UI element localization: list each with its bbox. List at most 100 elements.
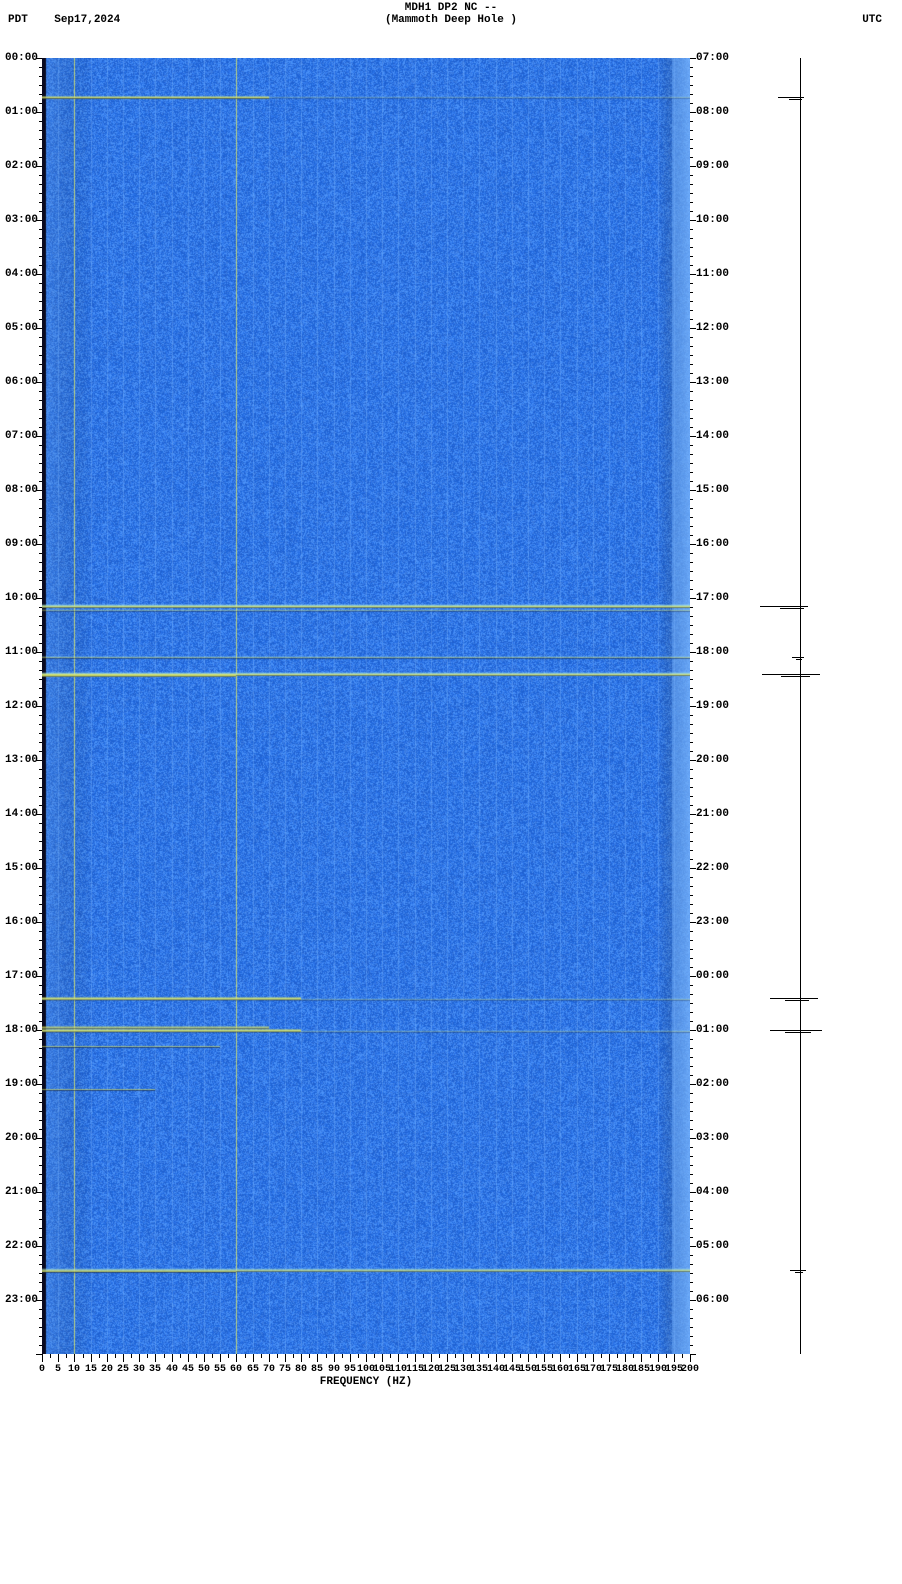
y-minor-right bbox=[690, 67, 693, 68]
y-minor-right bbox=[690, 895, 693, 896]
y-minor-left bbox=[39, 553, 42, 554]
y-minor-left bbox=[39, 1012, 42, 1013]
y-minor-right bbox=[690, 85, 693, 86]
y-minor-right bbox=[690, 346, 693, 347]
x-tick-label: 0 bbox=[39, 1364, 45, 1375]
y-minor-right bbox=[690, 1057, 693, 1058]
y-minor-right bbox=[690, 1012, 693, 1013]
y-label-left: 12:00 bbox=[5, 700, 38, 712]
y-minor-left bbox=[39, 427, 42, 428]
x-minor-tick bbox=[309, 1354, 310, 1358]
y-minor-left bbox=[39, 1048, 42, 1049]
x-tick bbox=[301, 1354, 302, 1362]
y-minor-left bbox=[39, 508, 42, 509]
y-minor-right bbox=[690, 373, 693, 374]
y-minor-left bbox=[39, 796, 42, 797]
y-minor-left bbox=[39, 805, 42, 806]
x-tick-label: 10 bbox=[68, 1364, 80, 1375]
y-minor-right bbox=[690, 418, 693, 419]
y-label-right: 05:00 bbox=[696, 1240, 729, 1252]
y-minor-right bbox=[690, 697, 693, 698]
x-tick-label: 90 bbox=[328, 1364, 340, 1375]
y-minor-right bbox=[690, 742, 693, 743]
y-minor-left bbox=[39, 400, 42, 401]
y-minor-right bbox=[690, 796, 693, 797]
y-minor-left bbox=[39, 391, 42, 392]
y-minor-right bbox=[690, 805, 693, 806]
y-minor-right bbox=[690, 355, 693, 356]
amp-event bbox=[760, 606, 808, 607]
y-label-right: 09:00 bbox=[696, 160, 729, 172]
y-minor-right bbox=[690, 445, 693, 446]
x-tick bbox=[155, 1354, 156, 1362]
x-minor-tick bbox=[439, 1354, 440, 1358]
amp-event bbox=[785, 1000, 809, 1001]
spectrogram-plot: FREQUENCY (HZ) 00:0007:0001:0008:0002:00… bbox=[42, 58, 690, 1354]
y-minor-right bbox=[690, 1273, 693, 1274]
amp-event bbox=[796, 659, 802, 660]
y-minor-right bbox=[690, 1093, 693, 1094]
header-title-1: MDH1 DP2 NC -- bbox=[0, 2, 902, 14]
y-minor-right bbox=[690, 1075, 693, 1076]
y-minor-right bbox=[690, 121, 693, 122]
x-tick bbox=[253, 1354, 254, 1362]
y-minor-left bbox=[39, 355, 42, 356]
y-minor-left bbox=[39, 571, 42, 572]
y-minor-right bbox=[690, 202, 693, 203]
x-tick bbox=[479, 1354, 480, 1362]
y-minor-right bbox=[690, 1255, 693, 1256]
y-minor-left bbox=[39, 697, 42, 698]
x-tick bbox=[236, 1354, 237, 1362]
y-minor-right bbox=[690, 211, 693, 212]
y-minor-left bbox=[39, 949, 42, 950]
y-minor-left bbox=[39, 589, 42, 590]
y-minor-left bbox=[39, 1282, 42, 1283]
y-minor-right bbox=[690, 148, 693, 149]
y-minor-left bbox=[39, 625, 42, 626]
y-minor-right bbox=[690, 265, 693, 266]
x-minor-tick bbox=[601, 1354, 602, 1358]
y-minor-right bbox=[690, 1129, 693, 1130]
y-minor-left bbox=[39, 346, 42, 347]
x-minor-tick bbox=[261, 1354, 262, 1358]
y-minor-left bbox=[39, 1219, 42, 1220]
y-label-right: 11:00 bbox=[696, 268, 729, 280]
y-minor-right bbox=[690, 580, 693, 581]
y-minor-left bbox=[39, 1228, 42, 1229]
y-label-right: 04:00 bbox=[696, 1186, 729, 1198]
spectrogram-canvas bbox=[42, 58, 690, 1354]
y-label-left: 05:00 bbox=[5, 322, 38, 334]
y-minor-right bbox=[690, 256, 693, 257]
y-label-left: 13:00 bbox=[5, 754, 38, 766]
y-minor-left bbox=[39, 607, 42, 608]
amp-event bbox=[795, 1272, 803, 1273]
y-minor-right bbox=[690, 679, 693, 680]
y-minor-left bbox=[39, 895, 42, 896]
y-minor-left bbox=[39, 967, 42, 968]
y-minor-left bbox=[39, 715, 42, 716]
y-minor-right bbox=[690, 193, 693, 194]
right-tz-label: UTC bbox=[862, 14, 882, 26]
y-minor-right bbox=[690, 1048, 693, 1049]
x-minor-tick bbox=[585, 1354, 586, 1358]
x-minor-tick bbox=[569, 1354, 570, 1358]
y-label-right: 12:00 bbox=[696, 322, 729, 334]
y-label-left: 04:00 bbox=[5, 268, 38, 280]
x-tick bbox=[398, 1354, 399, 1362]
y-minor-right bbox=[690, 634, 693, 635]
x-tick-label: 80 bbox=[295, 1364, 307, 1375]
x-minor-tick bbox=[83, 1354, 84, 1358]
y-minor-left bbox=[39, 1039, 42, 1040]
y-minor-left bbox=[39, 67, 42, 68]
y-minor-right bbox=[690, 103, 693, 104]
y-minor-left bbox=[39, 238, 42, 239]
y-minor-right bbox=[690, 157, 693, 158]
x-minor-tick bbox=[196, 1354, 197, 1358]
y-minor-right bbox=[690, 1201, 693, 1202]
y-minor-left bbox=[39, 1210, 42, 1211]
x-tick-label: 110 bbox=[389, 1364, 407, 1375]
x-minor-tick bbox=[212, 1354, 213, 1358]
y-minor-right bbox=[690, 940, 693, 941]
x-tick bbox=[463, 1354, 464, 1362]
y-minor-left bbox=[39, 499, 42, 500]
